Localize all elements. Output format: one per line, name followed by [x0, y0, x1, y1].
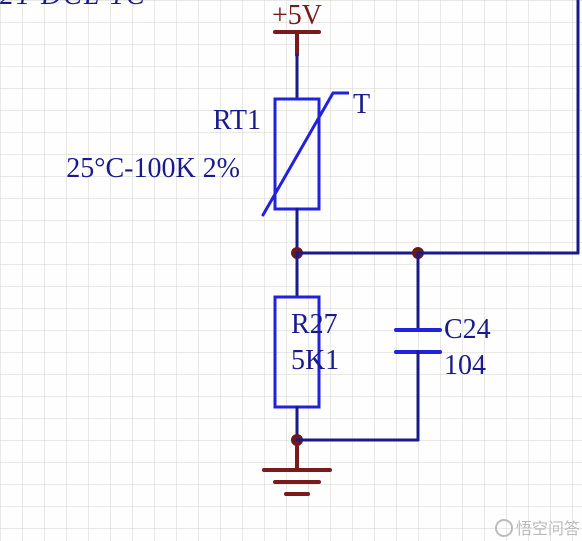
power-5v-label: +5V [272, 0, 322, 31]
schematic-grid [0, 0, 582, 541]
c24-designator: C24 [444, 314, 491, 345]
r27-value: 5K1 [291, 345, 339, 376]
rt1-designator: RT1 [213, 105, 261, 136]
partial-designator-text: 21 DCL 1C [0, 0, 147, 11]
c24-value: 104 [444, 350, 486, 381]
rt1-value: 25°C-100K 2% [66, 153, 240, 184]
r27-designator: R27 [291, 309, 338, 340]
svg-text:悟空问答: 悟空问答 [516, 520, 580, 538]
rt1-letter-t: T [353, 89, 370, 120]
